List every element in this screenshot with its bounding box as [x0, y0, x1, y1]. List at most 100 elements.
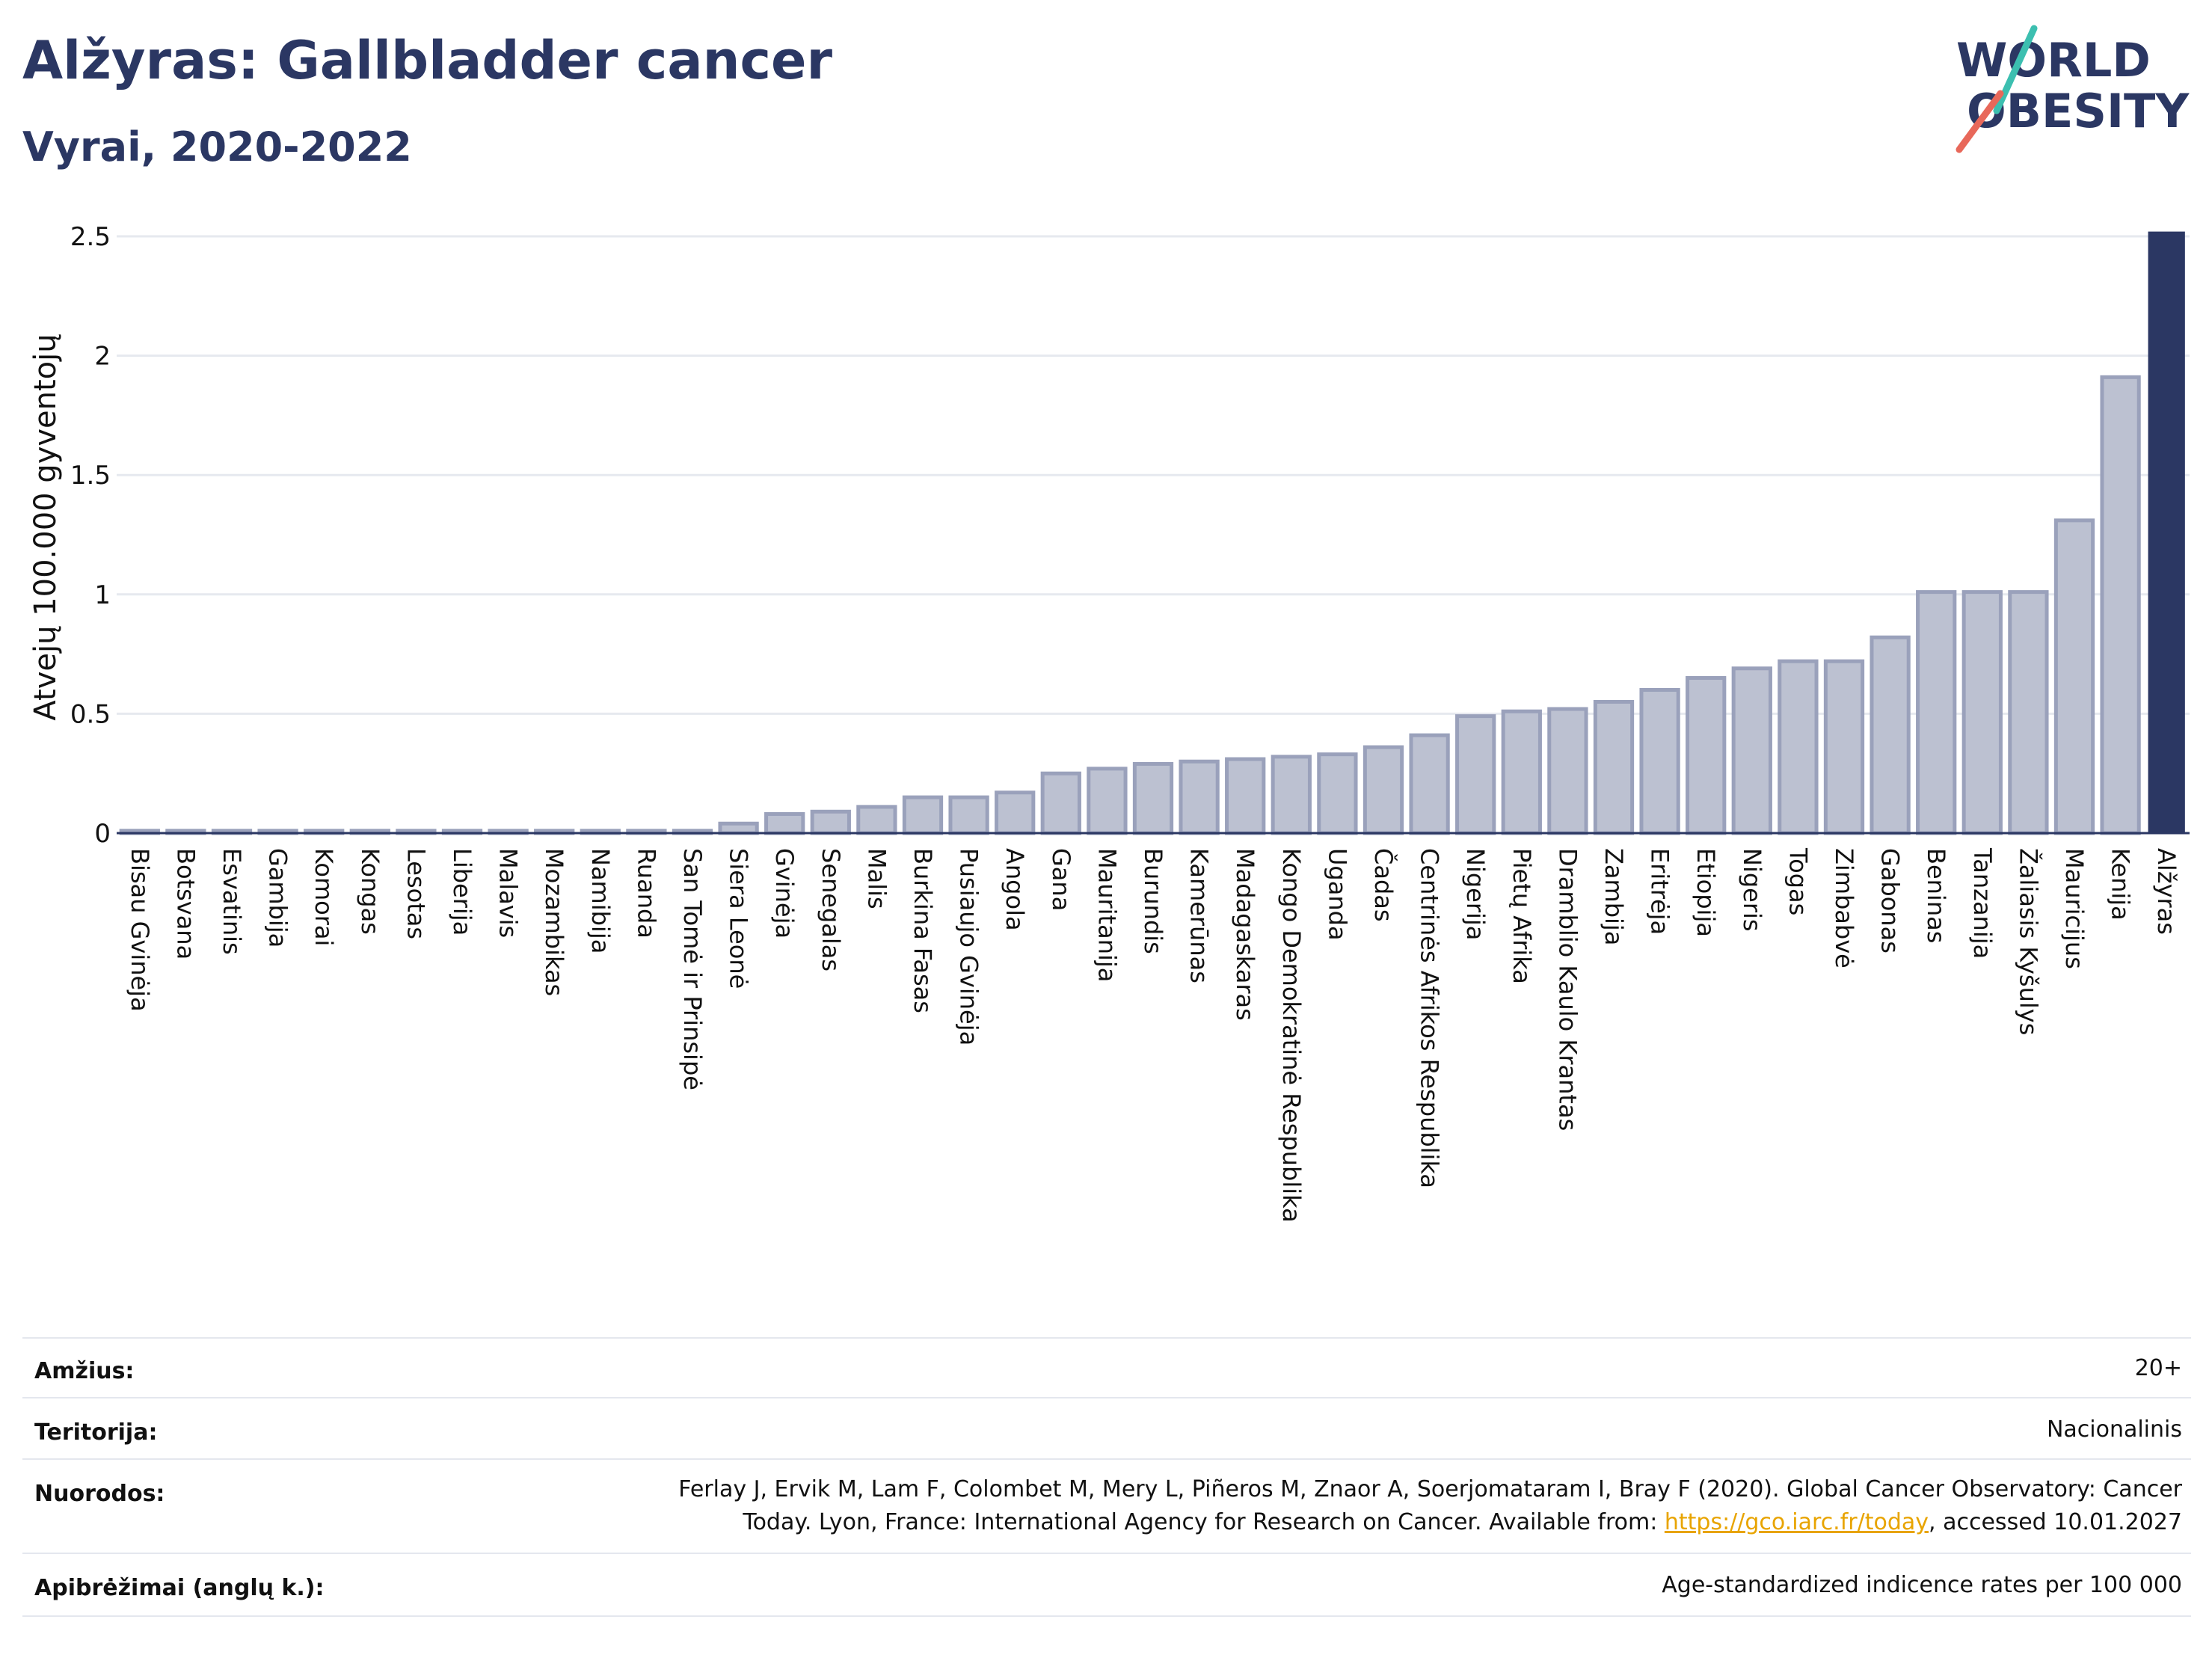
bar-24[interactable]: [1225, 757, 1266, 835]
x-tick-label: Burundis: [1139, 848, 1167, 954]
bar-18[interactable]: [948, 795, 989, 835]
x-tick-label: Centrinės Afrikos Respublika: [1416, 848, 1444, 1188]
x-tick-label: Malavis: [494, 848, 523, 938]
bar-34[interactable]: [1686, 676, 1727, 835]
y-tick-label: 1.5: [70, 461, 111, 491]
meta-row-references: Nuorodos: Ferlay J, Ervik M, Lam F, Colo…: [22, 1458, 2191, 1554]
x-tick-label: San Tomė ir Prinsipė: [678, 848, 707, 1090]
x-tick-label: Nigerija: [1461, 848, 1490, 940]
references-line2: Today. Lyon, France: International Agenc…: [678, 1506, 2182, 1539]
bar-36[interactable]: [1778, 659, 1819, 835]
page-title: Alžyras: Gallbladder cancer: [22, 30, 832, 91]
x-tick-label: Pietų Afrika: [1508, 848, 1536, 984]
bar-41[interactable]: [2008, 590, 2049, 835]
bar-30[interactable]: [1501, 709, 1542, 835]
x-tick-label: Bisau Gvinėja: [126, 848, 154, 1012]
x-tick-label: Kamerūnas: [1185, 848, 1214, 983]
x-tick-label: Komorai: [310, 848, 338, 946]
definitions-value: Age-standardized indicence rates per 100…: [1662, 1572, 2182, 1598]
bar-22[interactable]: [1132, 761, 1174, 835]
bar-39[interactable]: [1916, 590, 1957, 835]
bar-37[interactable]: [1823, 659, 1865, 835]
x-tick-label: Namibija: [586, 848, 615, 954]
bar-43[interactable]: [2100, 375, 2141, 835]
x-tick-label: Gana: [1047, 848, 1075, 911]
bar-32[interactable]: [1593, 699, 1635, 835]
x-tick-label: Liberija: [448, 848, 476, 936]
bar-35[interactable]: [1731, 666, 1772, 835]
x-tick-label: Burkina Fasas: [909, 848, 937, 1013]
bar-40[interactable]: [1961, 590, 2003, 835]
x-tick-label: Nigeris: [1738, 848, 1766, 932]
references-link[interactable]: https://gco.iarc.fr/today: [1664, 1509, 1929, 1535]
x-tick-label: Čadas: [1369, 848, 1398, 922]
bar-31[interactable]: [1547, 707, 1588, 835]
bar-13[interactable]: [718, 821, 759, 835]
x-tick-label: Gabonas: [1876, 848, 1905, 954]
bar-23[interactable]: [1179, 759, 1220, 835]
references-line1: Ferlay J, Ervik M, Lam F, Colombet M, Me…: [678, 1476, 2182, 1502]
y-tick-label: 2.5: [70, 222, 111, 252]
x-tick-label: Pusiaujo Gvinėja: [955, 848, 983, 1045]
x-tick-label: Dramblio Kaulo Krantas: [1553, 848, 1582, 1131]
y-tick-label: 1: [94, 580, 111, 610]
x-tick-label: Eritrėja: [1646, 848, 1674, 935]
meta-row-definitions: Apibrėžimai (anglų k.): Age-standardized…: [22, 1553, 2191, 1617]
x-tick-label: Zimbabvė: [1830, 848, 1858, 968]
x-tick-label: Žaliasis Kyšulys: [2014, 848, 2042, 1035]
x-tick-label: Malis: [862, 848, 891, 909]
x-tick-label: Kongo Demokratinė Respublika: [1277, 848, 1306, 1223]
x-tick-label: Mauritanija: [1093, 848, 1121, 982]
bar-20[interactable]: [1040, 771, 1081, 835]
bar-15[interactable]: [810, 809, 851, 835]
world-obesity-logo: WORLD OBESITY: [1956, 25, 2190, 153]
x-tick-label: Beninas: [1922, 848, 1950, 943]
x-tick-label: Kenija: [2107, 848, 2135, 921]
logo-coral-stroke: [1956, 90, 2004, 153]
x-tick-label: Botsvana: [171, 848, 200, 959]
x-tick-label: Mauricijus: [2060, 848, 2089, 969]
bar-33[interactable]: [1639, 687, 1680, 835]
y-tick-label: 2: [94, 342, 111, 372]
bar-44[interactable]: [2148, 231, 2185, 834]
x-tick-label: Senegalas: [817, 848, 845, 971]
x-tick-label: Siera Leonė: [725, 848, 753, 989]
bar-17[interactable]: [902, 795, 944, 835]
page-subtitle: Vyrai, 2020-2022: [22, 123, 412, 171]
bar-27[interactable]: [1362, 745, 1404, 835]
bar-chart: 0 0.5 1 1.5 2 2.5 Bisau Gvinėja Botsvana Esvatin…: [28, 222, 2190, 1223]
territory-label: Teritorija:: [34, 1419, 158, 1446]
axes: 0 0.5 1 1.5 2 2.5 Bisau Gvinėja Botsvana Esvatin…: [70, 222, 2190, 1223]
age-label: Amžius:: [34, 1358, 135, 1384]
bar-42[interactable]: [2053, 518, 2095, 835]
x-tick-label: Angola: [1001, 848, 1029, 931]
x-tick-label: Kongas: [356, 848, 384, 935]
bar-19[interactable]: [995, 790, 1036, 835]
x-tick-label: Mozambikas: [540, 848, 568, 996]
references-line2-pre: Today. Lyon, France: International Agenc…: [743, 1509, 1665, 1535]
logo-line1: WORLD: [1956, 33, 2151, 87]
bar-14[interactable]: [764, 811, 805, 835]
metadata-table: Amžius: 20+ Teritorija: Nacionalinis Nuo…: [22, 1337, 2191, 1621]
y-axis-label: Atvejų 100.000 gyventojų: [28, 334, 63, 720]
bars: [119, 231, 2185, 835]
bar-26[interactable]: [1317, 752, 1358, 835]
x-tick-label: Lesotas: [402, 848, 430, 939]
x-tick-label: Esvatinis: [218, 848, 246, 955]
bar-25[interactable]: [1271, 755, 1312, 835]
bar-28[interactable]: [1409, 733, 1450, 835]
x-tick-label: Etiopija: [1692, 848, 1720, 937]
references-label: Nuorodos:: [34, 1481, 165, 1507]
bar-29[interactable]: [1455, 714, 1496, 835]
meta-row-territory: Teritorija: Nacionalinis: [22, 1397, 2191, 1460]
x-tick-label: Tanzanija: [1968, 847, 1997, 959]
age-value: 20+: [2134, 1355, 2182, 1381]
x-tick-label: Alžyras: [2152, 848, 2181, 935]
x-tick-label: Zambija: [1600, 848, 1628, 945]
bar-38[interactable]: [1870, 635, 1911, 835]
x-tick-label: Ruanda: [632, 848, 660, 939]
y-tick-label: 0.5: [70, 699, 111, 729]
meta-row-age: Amžius: 20+: [22, 1337, 2191, 1398]
bar-16[interactable]: [856, 805, 897, 835]
bar-21[interactable]: [1087, 767, 1128, 835]
